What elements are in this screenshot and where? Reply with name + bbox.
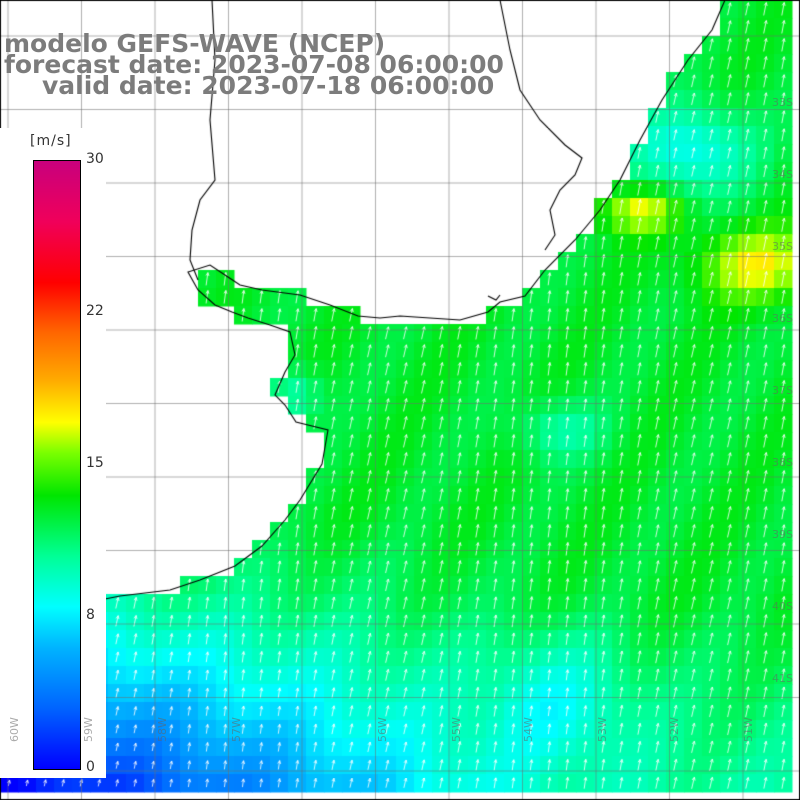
colorbar-tick-8: 8 [86,607,95,623]
lon-label: 59W [82,717,95,742]
lon-label: 57W [230,717,243,742]
lat-label: 41S [772,672,793,685]
colorbar-tick-min: 0 [86,759,95,775]
lon-label: 55W [450,717,463,742]
lat-label: 39S [772,528,793,541]
valid-date: valid date: 2023-07-18 06:00:00 [42,71,495,100]
lon-label: 58W [156,717,169,742]
lat-label: 40S [772,600,793,613]
lon-label: 56W [376,717,389,742]
forecast-date: forecast date: 2023-07-08 06:00:00 [4,50,504,79]
lat-label: 37S [772,384,793,397]
lat-label: 35S [772,240,793,253]
colorbar-tick-max: 30 [86,151,104,167]
lat-label: 38S [772,456,793,469]
colorbar-tick-22: 22 [86,303,104,319]
colorbar [33,160,81,770]
lon-label: 52W [668,717,681,742]
lon-label: 51W [742,717,755,742]
lon-label: 54W [522,717,535,742]
map-title-model: modelo GEFS-WAVE (NCEP) [4,29,386,58]
lon-label: 60W [8,717,21,742]
colorbar-tick-15: 15 [86,455,104,471]
lat-label: 36S [772,312,793,325]
lat-label: 33S [772,96,793,109]
lon-label: 53W [596,717,609,742]
lat-label: 34S [772,168,793,181]
colorbar-units: [m/s] [30,133,72,149]
